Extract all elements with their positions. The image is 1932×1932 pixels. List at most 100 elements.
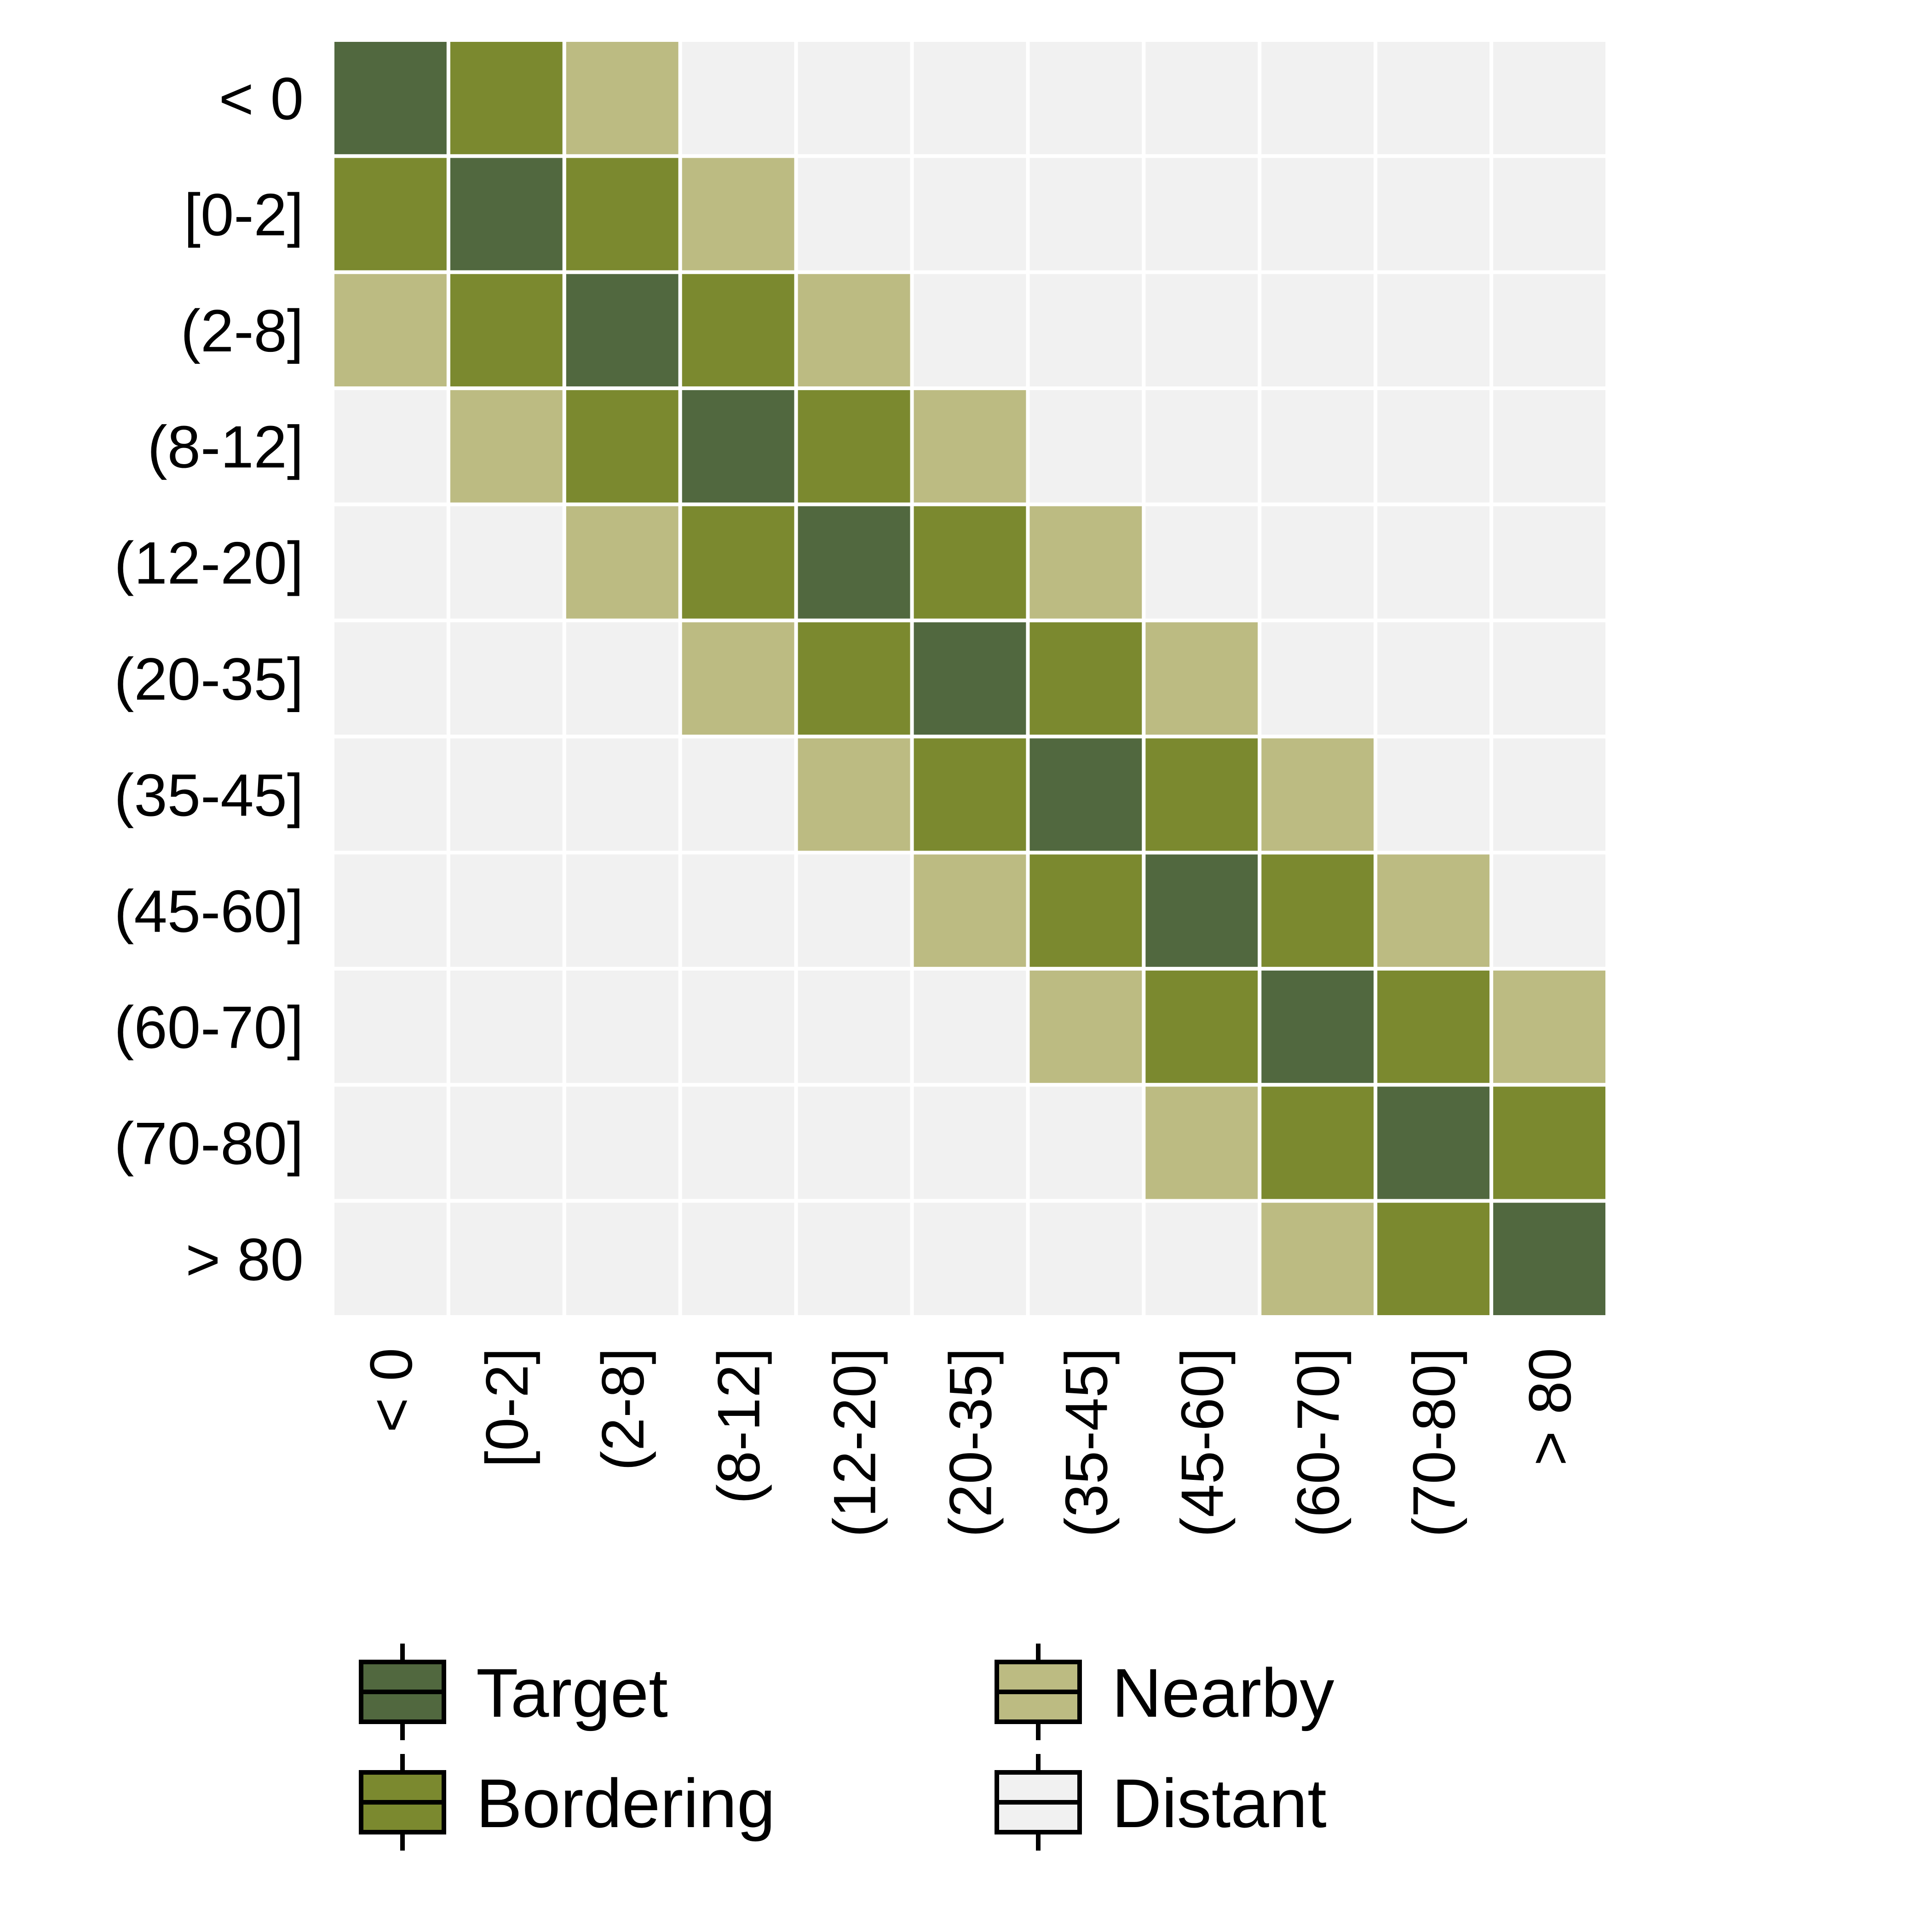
- y-tick-label: > 80: [185, 1226, 304, 1293]
- heatmap-cell: [1026, 270, 1146, 391]
- heatmap-cell: [910, 386, 1030, 506]
- heatmap-cell: [562, 1083, 682, 1203]
- heatmap-cell: [1142, 1199, 1262, 1319]
- heatmap-cell: [794, 386, 914, 506]
- heatmap-cell: [1489, 502, 1609, 622]
- y-tick-label: [0-2]: [184, 181, 304, 248]
- heatmap-cell: [1142, 618, 1262, 739]
- heatmap-cell: [1258, 1199, 1378, 1319]
- heatmap-cell: [678, 502, 798, 622]
- heatmap-cell: [1142, 38, 1262, 158]
- heatmap-cell: [1374, 618, 1494, 739]
- x-tick-label: (60-70]: [1284, 1348, 1351, 1537]
- heatmap-cell: [1142, 966, 1262, 1087]
- heatmap-cell: [331, 851, 450, 971]
- heatmap-cell: [1489, 1083, 1609, 1203]
- heatmap-cell: [1258, 966, 1378, 1087]
- heatmap-cell: [678, 735, 798, 855]
- heatmap-cell: [331, 966, 450, 1087]
- x-tick-label: < 0: [357, 1348, 425, 1432]
- heatmap-cell: [562, 502, 682, 622]
- legend-entry: Distant: [995, 1754, 1327, 1851]
- heatmap-cell: [1374, 38, 1494, 158]
- heatmap-cell: [1258, 386, 1378, 506]
- heatmap-cell: [678, 270, 798, 391]
- heatmap-cell: [678, 1083, 798, 1203]
- x-tick-label: (45-60]: [1168, 1348, 1236, 1537]
- x-tick-label: (12-20]: [821, 1348, 888, 1537]
- heatmap-cell: [910, 38, 1030, 158]
- x-tick-label: (70-80]: [1400, 1348, 1467, 1537]
- legend-entry: Nearby: [995, 1644, 1334, 1740]
- heatmap-cell: [678, 851, 798, 971]
- heatmap-cell: [446, 1083, 566, 1203]
- heatmap-cell: [794, 735, 914, 855]
- heatmap-cell: [1258, 502, 1378, 622]
- heatmap-cell: [1142, 270, 1262, 391]
- heatmap-cell: [1374, 735, 1494, 855]
- x-tick-label: (8-12]: [705, 1348, 772, 1504]
- heatmap-cell: [1258, 1083, 1378, 1203]
- heatmap-cell: [331, 502, 450, 622]
- x-tick-label: (2-8]: [589, 1348, 656, 1471]
- heatmap-cell: [1374, 1083, 1494, 1203]
- heatmap-cell: [794, 154, 914, 274]
- heatmap-cell: [910, 735, 1030, 855]
- heatmap-cell: [331, 735, 450, 855]
- heatmap-cell: [794, 502, 914, 622]
- y-tick-label: (70-80]: [114, 1110, 304, 1177]
- heatmap-cell: [678, 966, 798, 1087]
- heatmap-cell: [446, 1199, 566, 1319]
- heatmap-cell: [1374, 966, 1494, 1087]
- legend-label: Target: [476, 1654, 668, 1731]
- heatmap-cell: [1258, 154, 1378, 274]
- heatmap-cell: [1489, 618, 1609, 739]
- heatmap-cell: [446, 154, 566, 274]
- heatmap-cell: [678, 386, 798, 506]
- heatmap-cell: [794, 1083, 914, 1203]
- heatmap-cell: [1026, 154, 1146, 274]
- heatmap-cell: [910, 502, 1030, 622]
- heatmap-cell: [562, 735, 682, 855]
- heatmap-cell: [1142, 386, 1262, 506]
- y-tick-label: (2-8]: [181, 297, 304, 364]
- heatmap-cell: [1026, 851, 1146, 971]
- heatmap-cell: [1142, 154, 1262, 274]
- heatmap-cell: [1374, 386, 1494, 506]
- y-tick-label: (35-45]: [114, 761, 304, 828]
- y-tick-label: (45-60]: [114, 878, 304, 945]
- x-tick-label: (20-35]: [937, 1348, 1004, 1537]
- heatmap-cell: [1258, 38, 1378, 158]
- heatmap-cell: [1489, 154, 1609, 274]
- legend-entry: Target: [359, 1644, 668, 1740]
- heatmap-cell: [1258, 851, 1378, 971]
- heatmap-cell: [331, 1083, 450, 1203]
- y-tick-label: (8-12]: [147, 413, 304, 480]
- heatmap-cell: [678, 618, 798, 739]
- heatmap-cell: [1374, 270, 1494, 391]
- heatmap-cell: [910, 1199, 1030, 1319]
- heatmap-cell: [1374, 851, 1494, 971]
- x-tick-label: > 80: [1516, 1348, 1583, 1466]
- legend-entry: Bordering: [359, 1754, 775, 1851]
- heatmap-cell: [794, 851, 914, 971]
- y-tick-label: (12-20]: [114, 529, 304, 597]
- heatmap-cell: [678, 38, 798, 158]
- heatmap-cell: [1374, 502, 1494, 622]
- y-tick-label: (20-35]: [114, 645, 304, 713]
- heatmap-cell: [910, 851, 1030, 971]
- x-axis-tick-labels: < 0 [0-2] (2-8] (8-12] (12-20] (20-35] (35-45]…: [357, 1348, 1583, 1537]
- heatmap-cell: [794, 966, 914, 1087]
- heatmap-cell: [446, 502, 566, 622]
- heatmap-cell: [1026, 1199, 1146, 1319]
- heatmap-cell: [1258, 618, 1378, 739]
- heatmap-cell: [1374, 1199, 1494, 1319]
- heatmap-cell: [1258, 270, 1378, 391]
- heatmap-cell: [446, 735, 566, 855]
- heatmap-cell: [1489, 966, 1609, 1087]
- heatmap-cell: [446, 38, 566, 158]
- heatmap-cell: [446, 966, 566, 1087]
- heatmap-cell: [794, 38, 914, 158]
- legend-label: Bordering: [476, 1765, 775, 1842]
- heatmap-cell: [331, 1199, 450, 1319]
